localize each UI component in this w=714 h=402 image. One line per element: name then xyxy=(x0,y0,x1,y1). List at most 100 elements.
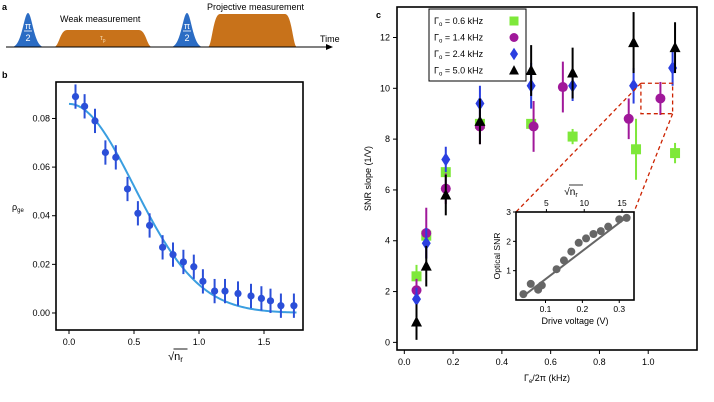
projective-measurement-label: Projective measurement xyxy=(207,2,305,12)
chart-c-legend-rest: = 0.6 kHz xyxy=(442,16,483,26)
inset-top-xtick-label: 10 xyxy=(579,198,589,208)
chart-b-point xyxy=(112,153,120,161)
chart-c-legend-sub: o xyxy=(439,55,443,61)
chart-c-legend-sub: o xyxy=(439,39,443,45)
panel-label-c: c xyxy=(376,10,381,20)
chart-c-legend-label: Γo = 2.4 kHz xyxy=(434,49,484,61)
inset-top-xtick-label: 5 xyxy=(544,198,549,208)
chart-c-xtick-label: 0.6 xyxy=(544,357,557,367)
chart-c-point-triangle xyxy=(567,67,579,78)
chart-c-ytick-label: 12 xyxy=(380,32,390,42)
pi-half-1-den: 2 xyxy=(25,33,30,43)
inset-xtick-label: 0.3 xyxy=(613,304,625,314)
chart-b-ytick-label: 0.00 xyxy=(32,308,50,318)
inset-ytick-label: 3 xyxy=(506,207,511,217)
chart-c-point-square xyxy=(411,271,422,282)
chart-c-legend-sub: o xyxy=(439,72,443,78)
chart-c-point-square xyxy=(670,148,681,159)
chart-b-ylabel: ρge xyxy=(12,202,24,214)
chart-b-point xyxy=(179,258,187,266)
chart-c-legend-marker-triangle xyxy=(509,65,519,75)
chart-c-ytick-label: 10 xyxy=(380,83,390,93)
chart-c-ytick-label: 0 xyxy=(385,337,390,347)
chart-b-point xyxy=(211,287,219,295)
chart-c-legend-symbol: Γ xyxy=(434,66,439,76)
chart-c-legend-label: Γo = 5.0 kHz xyxy=(434,66,484,78)
chart-c-ylabel: SNR slope (1/V) xyxy=(363,146,373,211)
pulse-sequence: π 2 Weak measurement τp π 2 Projective m… xyxy=(6,2,340,50)
chart-c-legend-symbol: Γ xyxy=(434,16,439,26)
inset-point xyxy=(559,256,568,265)
inset-xtick-label: 0.2 xyxy=(576,304,588,314)
chart-b-point xyxy=(123,185,132,193)
chart-c-xlabel-rest: /2π (kHz) xyxy=(532,373,570,383)
chart-c-legend-rest: = 5.0 kHz xyxy=(442,66,483,76)
chart-c-xtick-label: 1.0 xyxy=(642,357,655,367)
time-label: Time xyxy=(320,34,340,44)
chart-c-point-circle xyxy=(557,82,568,93)
chart-c-point-triangle xyxy=(411,316,423,327)
chart-c-point-triangle xyxy=(525,64,537,76)
chart-b-xtick-label: 0.0 xyxy=(63,337,76,347)
inset-ylabel: Optical SNR xyxy=(492,233,502,280)
chart-b-point xyxy=(247,292,255,300)
inset-point xyxy=(526,279,535,288)
chart-c-xtick-label: 0.0 xyxy=(398,357,411,367)
chart-b-point xyxy=(234,289,242,298)
chart-b-point xyxy=(71,92,80,101)
chart-c-point-square xyxy=(631,144,642,155)
chart-c-legend-rest: = 1.4 kHz xyxy=(442,33,483,43)
chart-b: 0.0 0.5 1.0 1.5 0.00 0.02 0.04 0.06 0.08 √nr ρge xyxy=(12,81,304,364)
pi-half-2-den: 2 xyxy=(184,33,189,43)
chart-c-ytick-label: 4 xyxy=(385,236,390,246)
chart-b-point xyxy=(134,209,142,217)
chart-b-point xyxy=(159,243,167,251)
inset-point xyxy=(537,281,546,290)
chart-c-zoom-line-left xyxy=(515,82,642,213)
chart-c-legend-marker-diamond xyxy=(509,47,519,61)
chart-c-point-diamond xyxy=(421,236,431,251)
chart-b-point xyxy=(81,102,89,110)
chart-c-highlight-box xyxy=(640,82,674,115)
chart-c-point-circle xyxy=(528,121,539,132)
chart-b-ytick-label: 0.06 xyxy=(32,162,50,172)
time-arrow-icon xyxy=(326,44,333,50)
pi-half-2-num: π xyxy=(184,21,190,31)
chart-b-point xyxy=(190,263,198,271)
inset-point xyxy=(567,247,576,256)
chart-c-point-triangle xyxy=(440,189,452,200)
inset-point xyxy=(604,222,613,231)
chart-c-inset: 0.1 0.2 0.3 1 2 3 5 10 15 √nr Drive voltage (V) Opt… xyxy=(492,184,635,326)
chart-c-point-circle xyxy=(655,93,666,104)
chart-b-point xyxy=(91,117,99,125)
chart-b-point xyxy=(101,148,109,157)
inset-top-xlabel: √nr xyxy=(564,186,578,199)
chart-b-xtick-label: 1.0 xyxy=(193,337,206,347)
pi-half-pulse-1 xyxy=(12,13,44,47)
chart-c-legend-symbol: Γ xyxy=(434,33,439,43)
chart-c-legend-label: Γo = 0.6 kHz xyxy=(434,16,484,28)
chart-c-point-triangle xyxy=(474,115,486,126)
chart-b-xlabel-sub: r xyxy=(180,355,183,364)
chart-c-point-triangle xyxy=(420,260,432,271)
inset-point xyxy=(519,290,528,299)
chart-b-point xyxy=(221,287,229,295)
chart-b-ylabel-main: ρ xyxy=(12,202,17,212)
chart-c-legend-rest: = 2.4 kHz xyxy=(442,49,483,59)
chart-c-xtick-label: 0.2 xyxy=(447,357,460,367)
chart-b-fit-curve xyxy=(68,102,297,314)
chart-b-point xyxy=(199,277,207,285)
chart-c-ytick-label: 6 xyxy=(385,185,390,195)
chart-b-point xyxy=(290,302,298,310)
inset-top-xlabel-main: √n xyxy=(564,186,575,198)
chart-c-legend-symbol: Γ xyxy=(434,49,439,59)
inset-top-xtick-label: 15 xyxy=(617,198,627,208)
inset-ytick-label: 1 xyxy=(506,266,511,276)
chart-b-ytick-label: 0.04 xyxy=(32,211,50,221)
pi-half-1-num: π xyxy=(25,21,31,31)
weak-pulse xyxy=(54,30,152,47)
inset-xtick-label: 0.1 xyxy=(540,304,552,314)
